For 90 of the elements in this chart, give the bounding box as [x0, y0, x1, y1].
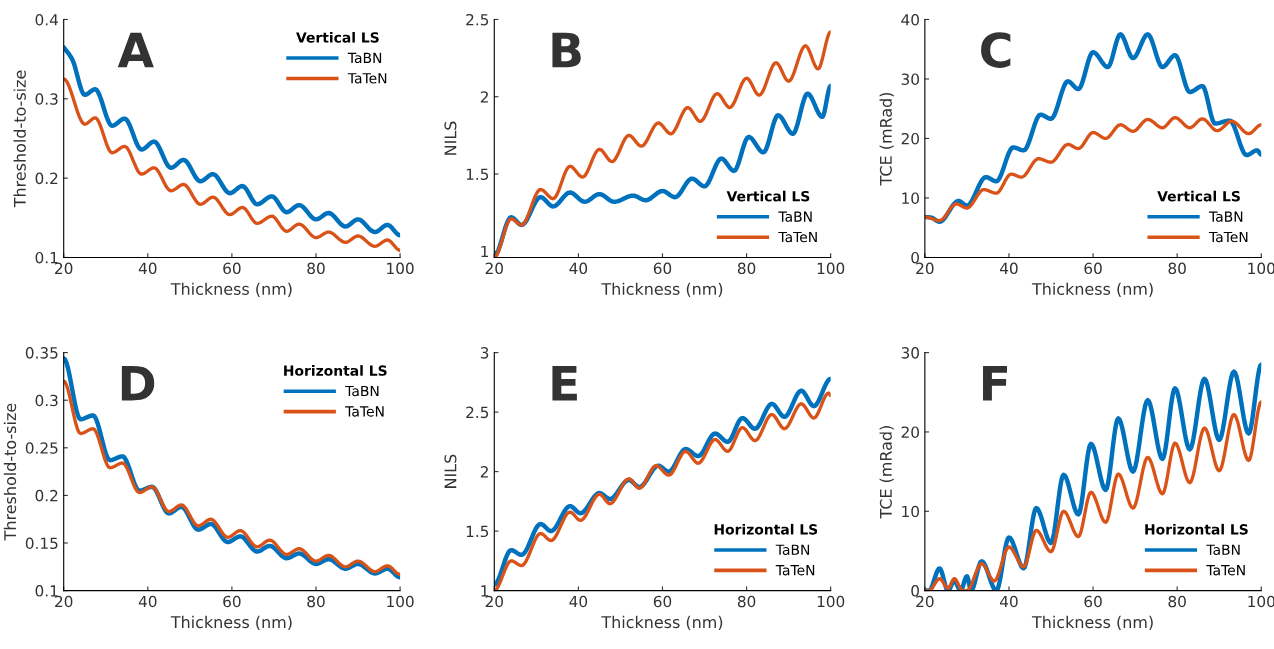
x-tick-label: 100: [1248, 262, 1274, 275]
annotation: C: [981, 32, 1011, 68]
y-tick-label: 10: [902, 192, 919, 204]
legend-label: TaBN: [775, 544, 810, 556]
x-tick-label: 40: [569, 595, 588, 608]
y-tick-label: 0.35: [25, 347, 58, 359]
y-tick-label: 2: [480, 91, 488, 103]
x-axis-title: Thickness (nm): [1031, 282, 1153, 297]
legend-label: TaTeN: [1208, 231, 1248, 243]
y-tick-label: 10: [902, 505, 919, 518]
legend-title: Vertical LS: [296, 31, 379, 43]
y-tick-label: 2: [480, 466, 488, 478]
x-tick-label: 60: [1084, 262, 1102, 275]
y-tick-label: 1.5: [466, 525, 489, 538]
x-axis-title: Thickness (nm): [601, 615, 723, 631]
y-tick-label: 0.25: [25, 442, 58, 454]
x-tick-label: 80: [737, 595, 756, 608]
y-tick-label: 0: [911, 251, 919, 264]
y-tick-label: 30: [901, 73, 919, 85]
y-tick-label: 1.5: [466, 168, 489, 181]
legend-label: TaBN: [1206, 544, 1240, 556]
legend-label: TaBN: [345, 385, 379, 397]
legend-label: TaTeN: [347, 73, 387, 84]
x-tick-label: 80: [737, 262, 756, 275]
y-tick-label: 0.1: [35, 251, 58, 264]
legend-label: TaBN: [347, 52, 382, 64]
legend-label: TaTeN: [1206, 565, 1245, 576]
x-tick-label: 40: [999, 595, 1018, 608]
y-tick-label: 2.5: [466, 406, 489, 419]
x-tick-label: 60: [223, 595, 241, 608]
annotation: E: [552, 365, 577, 401]
x-tick-label: 100: [387, 595, 414, 608]
x-tick-label: 40: [138, 595, 157, 608]
x-tick-label: 20: [55, 595, 73, 608]
y-tick-label: 0.4: [35, 13, 58, 26]
annotation: A: [117, 32, 154, 68]
y-tick-label: 0.1: [35, 585, 58, 597]
x-tick-label: 100: [817, 595, 845, 608]
y-tick-label: 0: [911, 585, 919, 597]
legend-label: TaBN: [778, 211, 812, 222]
y-tick-label: 20: [901, 426, 919, 438]
x-tick-label: 60: [653, 262, 672, 275]
legend-title: Vertical LS: [726, 190, 810, 202]
x-tick-label: 60: [653, 595, 672, 608]
x-tick-label: 80: [1168, 262, 1186, 275]
x-tick-label: 100: [387, 262, 414, 275]
legend-title: Horizontal LS: [1145, 523, 1248, 535]
x-tick-label: 100: [817, 262, 845, 275]
x-axis-title: Thickness (nm): [1031, 615, 1153, 631]
x-tick-label: 40: [138, 262, 157, 275]
legend-title: Horizontal LS: [284, 365, 387, 376]
y-axis-title: TCE (mRad): [879, 92, 894, 186]
y-axis-title: NILS: [444, 454, 457, 488]
y-tick-label: 2.5: [466, 13, 489, 26]
y-axis-title: NILS: [444, 121, 457, 155]
y-tick-label: 30: [901, 347, 919, 359]
y-tick-label: 0.2: [35, 489, 58, 502]
x-tick-label: 80: [307, 262, 325, 275]
legend-title: Horizontal LS: [714, 523, 818, 535]
annotation: B: [552, 32, 581, 68]
x-axis-title: Thickness (nm): [170, 282, 292, 297]
legend-label: TaBN: [1208, 211, 1243, 222]
legend-label: TaTeN: [778, 231, 817, 243]
x-tick-label: 20: [55, 262, 73, 275]
y-tick-label: 1: [481, 245, 489, 258]
x-axis-title: Thickness (nm): [601, 282, 723, 297]
y-tick-label: 0.3: [35, 93, 58, 105]
x-tick-label: 40: [569, 262, 588, 275]
annotation: F: [983, 365, 1007, 401]
legend-title: Vertical LS: [1157, 190, 1240, 202]
legend-label: TaTeN: [775, 565, 815, 576]
y-tick-label: 0.15: [25, 537, 58, 550]
y-axis-title: Threshold-to-size: [3, 403, 17, 541]
annotation: D: [121, 365, 155, 401]
legend-label: TaTeN: [345, 406, 384, 417]
x-tick-label: 80: [1168, 595, 1186, 608]
x-tick-label: 60: [1084, 595, 1102, 608]
x-tick-label: 40: [999, 262, 1018, 275]
y-axis-title: TCE (mRad): [879, 426, 894, 519]
x-axis-title: Thickness (nm): [170, 615, 292, 631]
x-tick-label: 60: [223, 262, 241, 275]
x-tick-label: 80: [307, 595, 325, 608]
y-tick-label: 40: [901, 13, 919, 26]
y-axis-title: Threshold-to-size: [13, 70, 26, 208]
y-tick-label: 0.3: [35, 394, 58, 407]
y-tick-label: 3: [480, 347, 489, 359]
y-tick-label: 20: [901, 132, 919, 145]
y-tick-label: 1: [481, 585, 489, 597]
y-tick-label: 0.2: [35, 172, 58, 185]
x-tick-label: 100: [1248, 595, 1274, 608]
